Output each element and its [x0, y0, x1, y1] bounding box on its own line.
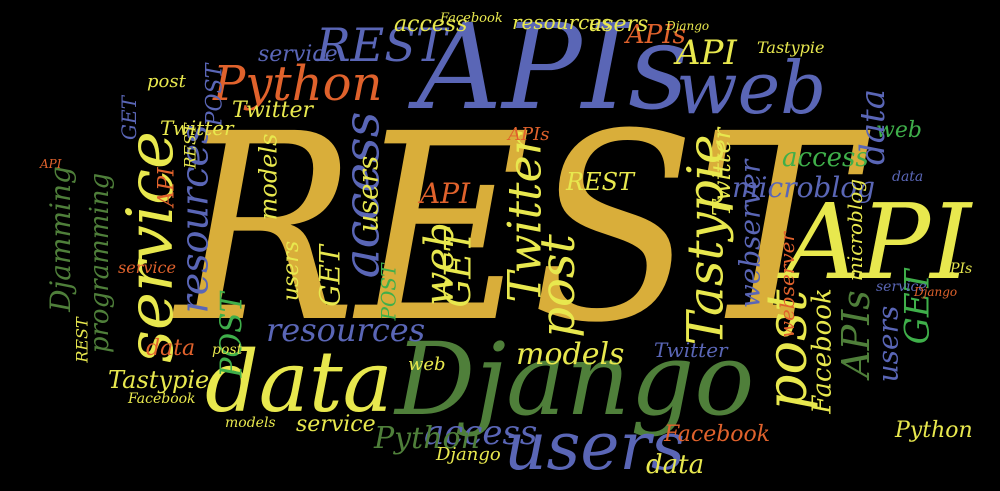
word-service-bottom: service: [296, 412, 376, 437]
word-resources-top: resources: [512, 10, 612, 34]
word-django-bottom: Django: [436, 444, 501, 465]
word-post-mid: post: [529, 234, 586, 338]
word-python-bottom: Python: [374, 421, 480, 456]
word-service-top: service: [258, 42, 338, 67]
word-post-left2: POST: [376, 263, 401, 321]
word-data-main: data: [205, 333, 393, 431]
word-twitter-top: Twitter: [232, 98, 313, 123]
word-resources-bottom: resources: [266, 311, 426, 349]
word-django-small: Django: [914, 285, 958, 299]
word-apis-main: APIs: [417, 0, 689, 136]
word-models-mid: models: [516, 337, 625, 372]
word-users-main: users: [504, 408, 685, 485]
word-users-left: users: [279, 240, 305, 302]
word-apis-right: APIs: [833, 290, 878, 378]
word-microblog-right: microblog: [843, 178, 868, 282]
word-post-left: POST: [214, 292, 250, 378]
word-api-right: API: [785, 181, 972, 303]
word-facebook-small: Facebook: [128, 391, 196, 407]
word-microblog-mid: microblog: [732, 171, 876, 204]
word-django-top: Django: [666, 19, 710, 33]
word-data-right: data: [892, 169, 924, 185]
word-djamming-left: Djamming: [43, 166, 77, 312]
word-data-left: data: [146, 336, 196, 361]
word-api-top: API: [676, 33, 737, 73]
word-access-bottom: access: [424, 413, 538, 453]
word-users-right: users: [871, 305, 905, 383]
word-users-mid: users: [351, 155, 385, 233]
word-api-left: API: [154, 167, 180, 207]
word-models-bottom: models: [225, 415, 276, 431]
word-get-top: GET: [116, 96, 141, 140]
word-web-left: web: [408, 354, 446, 375]
word-twitter-left: Twitter: [160, 116, 234, 140]
word-facebook-bottom: Facebook: [664, 422, 771, 447]
word-data-top: data: [852, 89, 893, 165]
word-get-mid: GET: [438, 228, 480, 308]
word-python-top: Python: [213, 56, 383, 112]
word-api-top2: APIs: [626, 20, 686, 50]
word-twitter-right: Twitter: [708, 127, 737, 217]
word-api-small: API: [40, 157, 62, 171]
word-service-mid: service: [118, 258, 176, 277]
word-post-bottom: post: [212, 342, 243, 358]
word-rest-top: REST: [316, 18, 447, 72]
word-rest-main: REST: [175, 79, 856, 379]
word-apis-small: APIs: [940, 261, 973, 277]
word-models-left: models: [254, 133, 283, 221]
word-tastypie-bottom: Tastypie: [108, 366, 210, 394]
word-data-bottom: data: [646, 450, 705, 480]
word-access-right: access: [782, 143, 869, 173]
word-webserver-right: webserver: [775, 231, 800, 339]
word-rest-bottom: REST: [72, 317, 92, 363]
word-service-right: service: [876, 279, 927, 295]
word-web-right: web: [876, 118, 922, 143]
word-tastypie-top: Tastypie: [757, 38, 825, 57]
word-web-top: web: [676, 46, 827, 130]
word-facebook-right: Facebook: [807, 288, 838, 414]
word-twitter-bottom: Twitter: [654, 338, 728, 362]
word-apis-mid: APIs: [508, 124, 550, 145]
word-post-top: post: [147, 71, 186, 92]
word-get-left: GET: [313, 245, 347, 307]
word-rest-right: REST: [566, 168, 635, 196]
word-webserver-mid: webserver: [733, 159, 767, 309]
word-api-mid: API: [420, 177, 471, 210]
word-facebook-top: Facebook: [440, 11, 503, 26]
word-python-right: Python: [895, 418, 973, 443]
word-access-top: access: [394, 12, 468, 37]
word-django-main: Django: [395, 321, 755, 438]
word-users-top: users: [588, 12, 649, 37]
